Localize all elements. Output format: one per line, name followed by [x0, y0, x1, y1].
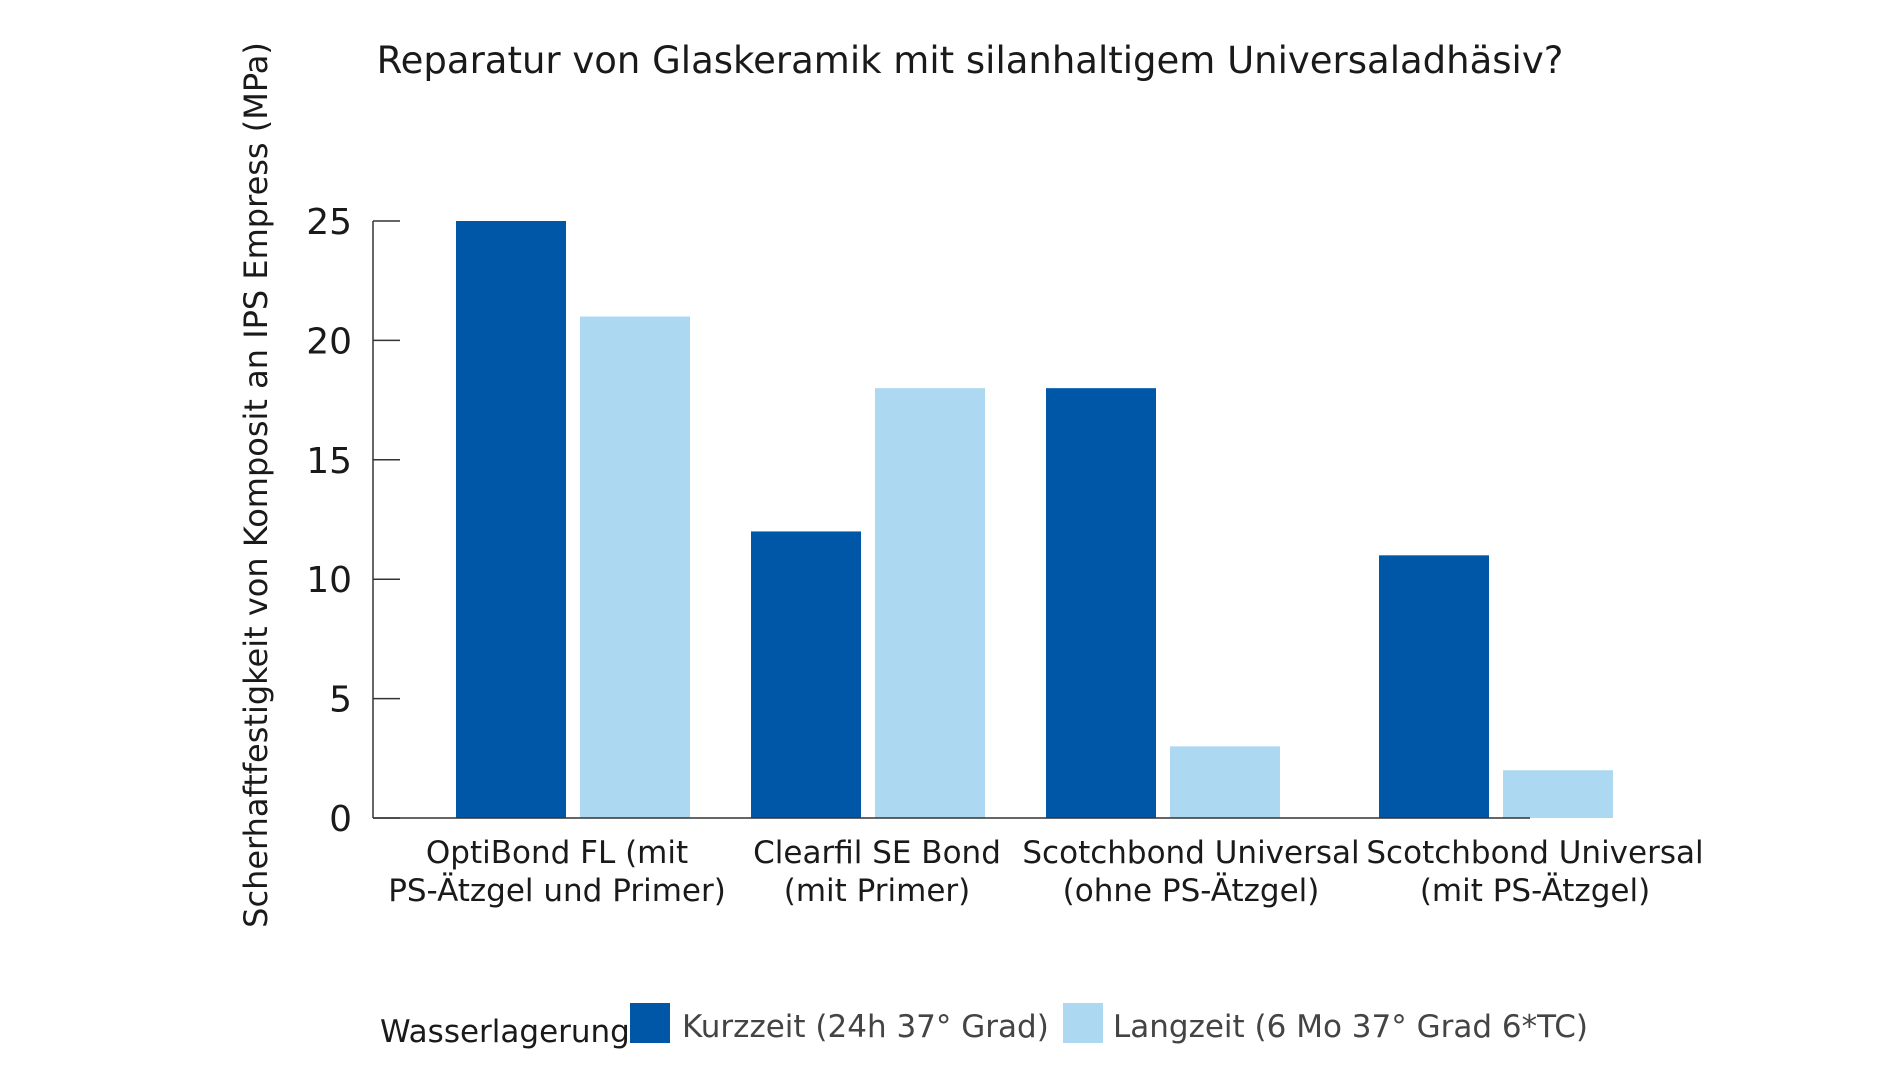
legend-label: Kurzzeit (24h 37° Grad): [682, 1009, 1049, 1045]
category-label: PS-Ätzgel und Primer): [388, 873, 726, 909]
bar-kurzzeit-1: [751, 531, 861, 818]
category-label: Scotchbond Universal: [1022, 835, 1359, 871]
y-axis-label: Scherhaftfestigkeit von Komposit an IPS …: [237, 42, 275, 928]
category-label: Clearfil SE Bond: [753, 835, 1001, 871]
legend-swatch: [1063, 1003, 1103, 1043]
category-label: (ohne PS-Ätzgel): [1063, 873, 1320, 909]
y-tick-label: 20: [306, 321, 352, 362]
legend-label: Langzeit (6 Mo 37° Grad 6*TC): [1113, 1009, 1588, 1045]
y-tick-label: 10: [306, 560, 352, 601]
bar-langzeit-3: [1503, 770, 1613, 818]
bar-langzeit-1: [875, 388, 985, 818]
category-label: (mit Primer): [784, 873, 971, 909]
bar-langzeit-0: [580, 316, 690, 818]
bars-group: [456, 221, 1613, 818]
category-label: Scotchbond Universal: [1366, 835, 1703, 871]
chart-title: Reparatur von Glaskeramik mit silanhalti…: [377, 39, 1564, 82]
bar-langzeit-2: [1170, 746, 1280, 818]
bar-kurzzeit-0: [456, 221, 566, 818]
y-tick-label: 0: [329, 799, 352, 840]
legend-title: Wasserlagerung: [380, 1014, 630, 1050]
category-label: OptiBond FL (mit: [426, 835, 688, 871]
bar-kurzzeit-2: [1046, 388, 1156, 818]
legend: Wasserlagerung Kurzzeit (24h 37° Grad) La…: [380, 1003, 1588, 1050]
y-tick-label: 15: [306, 441, 352, 482]
category-label: (mit PS-Ätzgel): [1420, 873, 1650, 909]
bar-kurzzeit-3: [1379, 555, 1489, 818]
y-tick-label: 25: [306, 202, 352, 243]
legend-swatch: [630, 1003, 670, 1043]
y-axis: 0 5 10 15 20 25: [306, 202, 400, 840]
y-tick-label: 5: [329, 680, 352, 721]
